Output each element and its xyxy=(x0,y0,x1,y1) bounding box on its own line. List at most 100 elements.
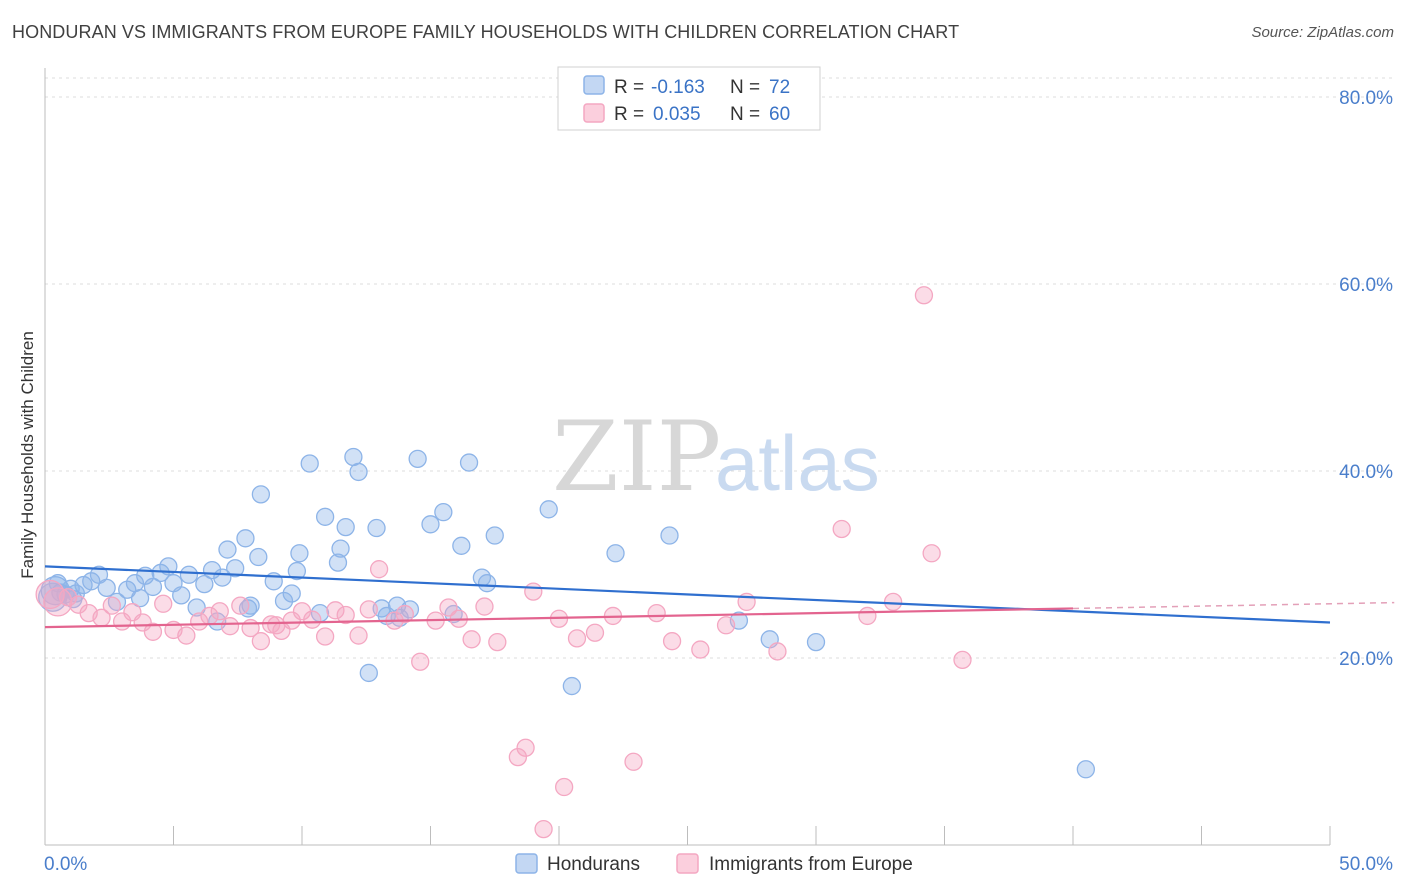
point-europe-50 xyxy=(691,640,710,659)
point-europe-53 xyxy=(768,642,787,661)
point-hondurans-68 xyxy=(1076,760,1095,779)
point-hondurans-46 xyxy=(367,518,386,538)
point-hondurans-26 xyxy=(226,559,245,578)
point-europe-13 xyxy=(177,626,196,645)
point-europe-49 xyxy=(662,632,682,651)
point-hondurans-27 xyxy=(236,529,255,548)
point-hondurans-35 xyxy=(287,561,307,581)
point-europe-48 xyxy=(647,603,666,623)
trend-extension-europe xyxy=(1072,601,1395,610)
bottom-legend-swatch-hondurans xyxy=(515,853,538,874)
point-hondurans-21 xyxy=(195,574,214,594)
point-europe-31 xyxy=(369,560,389,579)
y-tick-label-80: 80.0% xyxy=(1339,88,1393,109)
point-hondurans-9 xyxy=(97,578,116,598)
bottom-legend: Hondurans Immigrants from Europe xyxy=(515,853,913,875)
point-hondurans-20 xyxy=(187,598,206,617)
point-europe-51 xyxy=(716,616,736,635)
point-hondurans-33 xyxy=(274,591,294,611)
point-europe-59 xyxy=(914,286,934,305)
legend-n-value-1: 60 xyxy=(769,104,790,125)
watermark-atlas: atlas xyxy=(715,419,880,507)
point-europe-27 xyxy=(326,601,345,620)
point-hondurans-59 xyxy=(477,574,497,593)
point-europe-55 xyxy=(858,606,877,626)
legend-n-value-0: 72 xyxy=(769,77,790,98)
trend-lines xyxy=(44,565,1395,629)
y-axis-label: Family Households with Children xyxy=(18,331,37,579)
legend-n-label-0: N = xyxy=(730,77,760,98)
point-hondurans-19 xyxy=(179,565,199,584)
x-tick-label-0: 0.0% xyxy=(44,854,87,875)
point-europe-47 xyxy=(624,752,643,771)
point-europe-58 xyxy=(953,650,972,670)
point-hondurans-53 xyxy=(421,515,440,534)
point-hondurans-62 xyxy=(562,676,581,696)
point-hondurans-40 xyxy=(328,553,348,572)
point-europe-45 xyxy=(585,623,605,642)
point-europe-10 xyxy=(143,622,163,641)
point-europe-63 xyxy=(267,616,286,635)
point-hondurans-71 xyxy=(130,589,150,608)
point-hondurans-54 xyxy=(434,502,453,522)
point-hondurans-67 xyxy=(806,632,826,652)
chart-title: HONDURAN VS IMMIGRANTS FROM EUROPE FAMIL… xyxy=(12,22,960,42)
grid-lines xyxy=(45,77,1392,659)
bottom-legend-swatch-europe xyxy=(676,853,699,874)
point-hondurans-29 xyxy=(241,596,260,615)
point-europe-54 xyxy=(832,519,851,539)
y-tick-label-20: 20.0% xyxy=(1339,649,1393,670)
point-hondurans-41 xyxy=(331,539,350,558)
point-hondurans-30 xyxy=(249,547,268,567)
data-points xyxy=(35,286,1095,839)
tick-labels: 20.0% 40.0% 60.0% 80.0% 0.0% 50.0% xyxy=(44,88,1393,875)
point-europe-11 xyxy=(154,594,173,613)
point-europe-36 xyxy=(439,598,458,617)
point-europe-6 xyxy=(102,596,121,615)
point-hondurans-57 xyxy=(459,453,479,472)
point-hondurans-31 xyxy=(251,485,271,504)
watermark: ZIP atlas xyxy=(552,401,880,513)
point-hondurans-61 xyxy=(539,500,558,519)
point-europe-62 xyxy=(516,738,535,757)
point-europe-25 xyxy=(303,610,322,629)
bottom-legend-europe: Immigrants from Europe xyxy=(709,854,913,875)
point-hondurans-56 xyxy=(452,536,471,555)
point-hondurans-60 xyxy=(485,526,504,545)
y-tick-label-40: 40.0% xyxy=(1339,462,1393,483)
point-europe-14 xyxy=(190,612,209,631)
point-europe-1 xyxy=(43,587,73,617)
point-hondurans-36 xyxy=(290,544,309,563)
trend-line-hondurans xyxy=(44,565,1331,624)
point-europe-60 xyxy=(554,777,574,797)
axes xyxy=(44,68,1331,846)
point-hondurans-45 xyxy=(359,663,378,683)
point-hondurans-42 xyxy=(336,517,355,537)
point-hondurans-63 xyxy=(606,544,625,563)
x-tick-label-1: 50.0% xyxy=(1339,854,1393,875)
watermark-zip: ZIP xyxy=(552,401,721,513)
point-europe-29 xyxy=(349,626,368,645)
point-hondurans-18 xyxy=(172,586,191,605)
point-europe-26 xyxy=(315,627,335,646)
point-europe-16 xyxy=(210,602,229,621)
point-europe-28 xyxy=(336,605,355,625)
point-hondurans-39 xyxy=(315,507,335,526)
legend-r-label-0: R = xyxy=(614,77,644,98)
point-europe-17 xyxy=(220,617,240,636)
point-europe-56 xyxy=(883,592,903,612)
trend-line-europe xyxy=(44,607,1074,629)
point-europe-40 xyxy=(488,632,507,652)
bottom-legend-hondurans: Hondurans xyxy=(547,854,640,875)
point-europe-42 xyxy=(524,582,543,601)
legend-r-value-0: -0.163 xyxy=(651,77,705,98)
legend-r-label-1: R = xyxy=(614,104,644,125)
point-europe-44 xyxy=(567,629,587,648)
legend-n-label-1: N = xyxy=(730,104,760,125)
point-europe-18 xyxy=(231,596,250,615)
point-hondurans-64 xyxy=(660,526,679,545)
point-europe-61 xyxy=(534,819,553,839)
point-europe-39 xyxy=(475,597,494,616)
legend-swatch-hondurans xyxy=(583,75,605,95)
